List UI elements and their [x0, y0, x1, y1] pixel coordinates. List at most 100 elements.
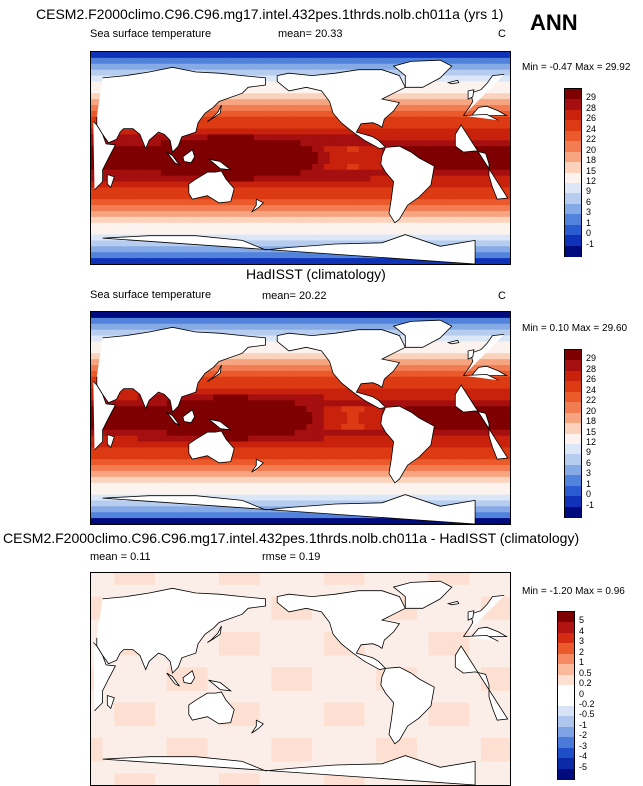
map-cell	[335, 418, 342, 425]
map-cell	[219, 205, 226, 212]
map-cell	[335, 199, 342, 206]
map-cell	[440, 122, 447, 130]
map-cell	[364, 234, 371, 242]
map-cell	[166, 246, 174, 253]
map-cell	[271, 152, 278, 159]
map-cell	[96, 347, 104, 354]
map-cell	[172, 252, 179, 259]
map-cell	[236, 376, 243, 384]
map-cell	[283, 211, 290, 218]
map-cell	[300, 216, 307, 224]
map-cell	[242, 252, 249, 259]
map-cell	[434, 400, 441, 407]
map-cell	[376, 205, 383, 212]
map-cell	[451, 471, 459, 478]
map-cell	[102, 175, 110, 183]
map-cell	[469, 476, 476, 484]
colorbar-swatch	[565, 99, 581, 111]
map-cell	[189, 252, 197, 259]
map-cell	[184, 187, 191, 194]
map-cell	[131, 465, 139, 472]
map-cell	[120, 323, 127, 331]
map-cell	[498, 205, 505, 212]
map-cell	[312, 169, 319, 177]
map-cell	[364, 205, 371, 212]
map-cell	[242, 376, 249, 384]
map-cell	[434, 134, 441, 141]
map-cell	[224, 359, 232, 366]
map-cell	[329, 228, 337, 236]
map-cell	[300, 494, 307, 502]
map-cell	[288, 169, 296, 177]
map-cell	[213, 252, 220, 259]
continent-southAmerica	[380, 145, 435, 224]
map-cell	[300, 93, 307, 100]
map-cell	[224, 376, 232, 384]
map-cell	[370, 193, 377, 200]
map-cell	[166, 400, 174, 407]
map-cell	[155, 441, 162, 449]
map-cell	[405, 222, 412, 230]
map-cell	[306, 312, 313, 319]
map-cell	[300, 317, 307, 325]
map-cell	[149, 240, 156, 247]
map-cell	[253, 57, 261, 65]
map-cell	[224, 57, 232, 65]
map-cell	[236, 447, 243, 454]
map-cell	[451, 128, 459, 136]
map-cell	[207, 323, 214, 331]
map-cell	[329, 429, 337, 437]
map-cell	[172, 199, 179, 206]
map-cell	[475, 394, 482, 401]
map-cell	[283, 205, 290, 212]
map-cell	[492, 134, 499, 141]
map-cell	[440, 116, 447, 124]
map-cell	[277, 453, 284, 460]
map-cell	[277, 341, 284, 348]
map-cell	[131, 488, 139, 496]
map-cell	[271, 394, 278, 401]
map-cell	[335, 187, 342, 194]
map-cell	[312, 63, 319, 71]
map-cell	[341, 122, 348, 130]
map-cell	[329, 465, 337, 472]
map-cell	[96, 441, 104, 449]
map-cell	[189, 146, 197, 153]
map-cell	[434, 453, 441, 460]
map-cell	[259, 87, 267, 94]
map-cell	[96, 63, 104, 71]
map-cell	[265, 99, 272, 106]
map-cell	[475, 216, 482, 224]
map-cell	[376, 459, 383, 466]
map-cell	[219, 258, 226, 264]
map-cell	[160, 258, 168, 264]
map-cell	[306, 388, 313, 396]
map-cell	[475, 406, 482, 413]
map-cell	[131, 400, 139, 407]
map-cell	[288, 116, 296, 124]
map-cell	[469, 234, 476, 242]
map-cell	[96, 329, 104, 337]
map-cell	[224, 205, 232, 212]
map-cell	[312, 158, 319, 165]
map-cell	[480, 146, 488, 153]
map-cell	[283, 187, 290, 194]
map-cell	[492, 216, 499, 224]
map-cell	[376, 199, 383, 206]
map-cell	[463, 52, 470, 59]
map-cell	[236, 205, 243, 212]
map-cell	[108, 187, 115, 194]
map-cell	[486, 447, 494, 454]
map-cell	[399, 388, 406, 396]
map-cell	[405, 216, 412, 224]
map-cell	[312, 447, 319, 454]
map-cell	[108, 418, 115, 425]
map-cell	[277, 240, 284, 247]
map-cell	[207, 252, 214, 259]
map-cell	[108, 152, 115, 159]
map-cell	[463, 199, 470, 206]
map-cell	[236, 435, 243, 443]
map-cell	[440, 488, 447, 496]
map-cell	[445, 116, 453, 124]
map-cell	[125, 465, 133, 472]
